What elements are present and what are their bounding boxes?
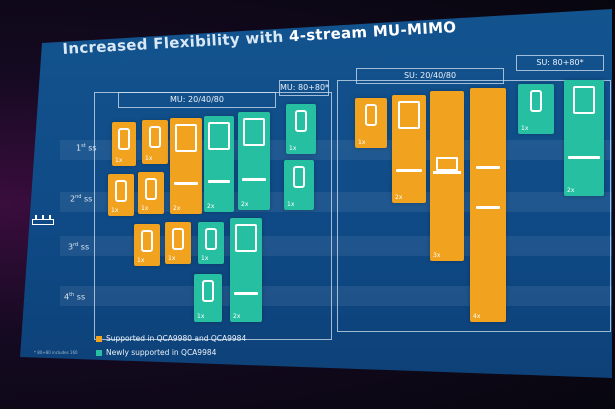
group-label-mu-80-80: MU: 80+80* xyxy=(279,80,329,96)
tablet-icon xyxy=(398,101,420,129)
phone-icon xyxy=(172,228,184,250)
group-label-mu-20-40-80: MU: 20/40/80 xyxy=(118,92,276,108)
block-tablet-2x: 2x xyxy=(170,118,202,214)
tablet-icon xyxy=(573,86,595,114)
block-phone-1x: 1x xyxy=(112,122,136,166)
tablet-icon xyxy=(243,118,265,146)
legend-swatch-new xyxy=(96,350,102,356)
block-phone-1x-new: 1x xyxy=(194,274,222,322)
row-label-1ss: 1st ss xyxy=(76,143,97,153)
legend-swatch-supported xyxy=(96,336,102,342)
phone-icon xyxy=(141,230,153,252)
block-tablet-2x-new: 2x xyxy=(564,80,604,196)
row-label-2ss: 2nd ss xyxy=(70,194,93,204)
block-tablet-2x-new: 2x xyxy=(230,218,262,322)
tablet-icon xyxy=(235,224,257,252)
tablet-icon xyxy=(175,124,197,152)
block-laptop-3x: 3x xyxy=(430,91,464,261)
block-phone-1x-new: 1x xyxy=(198,222,224,264)
block-phone-1x-new: 1x xyxy=(286,104,316,154)
phone-icon xyxy=(118,128,130,150)
block-phone-1x: 1x xyxy=(108,174,134,216)
block-phone-1x: 1x xyxy=(355,98,387,148)
block-phone-1x: 1x xyxy=(134,224,160,266)
phone-icon xyxy=(205,228,217,250)
set-top-box-icon xyxy=(476,206,500,209)
set-top-box-icon xyxy=(234,292,258,295)
block-phone-1x: 1x xyxy=(142,120,168,164)
block-tablet-2x-new: 2x xyxy=(238,112,270,210)
row-label-4ss: 4th ss xyxy=(64,292,86,302)
set-top-box-icon xyxy=(476,166,500,169)
legend-label-supported: Supported in QCA9980 and QCA9984 xyxy=(106,334,247,343)
tablet-icon xyxy=(208,122,230,150)
group-label-su-80-80: SU: 80+80* xyxy=(516,55,604,71)
phone-icon xyxy=(149,126,161,148)
set-top-box-icon xyxy=(396,169,422,172)
set-top-box-icon xyxy=(568,156,600,159)
group-label-su-20-40-80: SU: 20/40/80 xyxy=(356,68,504,84)
block-router-4x: 4x xyxy=(470,88,506,322)
set-top-box-icon xyxy=(208,180,230,183)
legend-label-new: Newly supported in QCA9984 xyxy=(106,348,217,357)
block-phone-1x-new: 1x xyxy=(284,160,314,210)
phone-icon xyxy=(530,90,542,112)
phone-icon xyxy=(145,178,157,200)
set-top-box-icon xyxy=(242,178,266,181)
phone-icon xyxy=(202,280,214,302)
footnote: * 80+80 includes 160 xyxy=(34,350,78,355)
phone-icon xyxy=(293,166,305,188)
su-group-box xyxy=(337,80,611,332)
block-phone-1x: 1x xyxy=(165,222,191,264)
block-phone-1x-new: 1x xyxy=(518,84,554,134)
phone-icon xyxy=(115,180,127,202)
laptop-icon xyxy=(436,157,458,171)
phone-icon xyxy=(295,110,307,132)
block-tablet-2x-new: 2x xyxy=(204,116,234,212)
block-tablet-2x: 2x xyxy=(392,95,426,203)
block-phone-1x: 1x xyxy=(138,172,164,214)
router-icon xyxy=(32,215,54,225)
set-top-box-icon xyxy=(174,182,198,185)
row-label-3ss: 3rd ss xyxy=(68,242,90,252)
phone-icon xyxy=(365,104,377,126)
